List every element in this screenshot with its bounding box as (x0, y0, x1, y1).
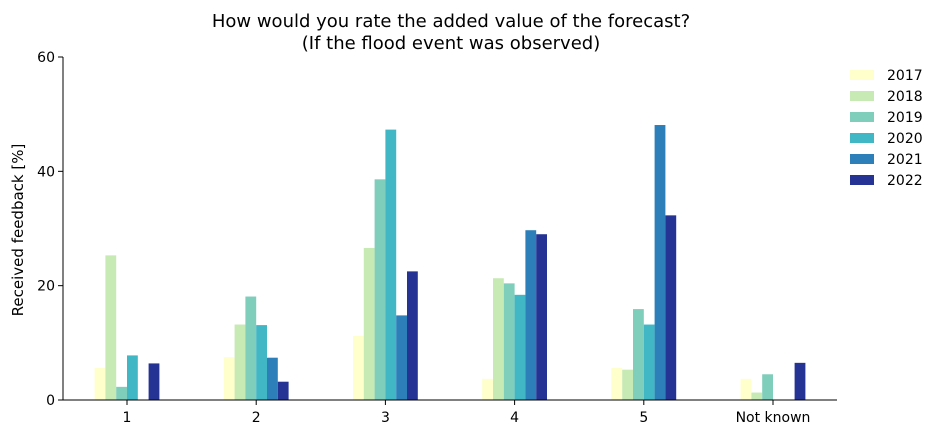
bar-2021-4 (525, 230, 537, 400)
bar-2020-2 (256, 325, 267, 400)
legend-label: 2020 (887, 131, 923, 147)
bar-2020-5 (643, 324, 655, 400)
legend-label: 2019 (887, 110, 923, 126)
bar-2020-4 (514, 294, 526, 400)
legend-label: 2022 (887, 173, 923, 189)
legend-swatch-2017 (850, 70, 874, 80)
bar-2022-4 (536, 234, 547, 400)
bar-2019-1 (116, 386, 127, 400)
bar-2017-1 (94, 367, 106, 400)
bar-2017-2 (223, 357, 235, 400)
bar-2022-5 (665, 215, 677, 400)
bar-2017-5 (611, 367, 623, 400)
bar-2018-not-known (751, 392, 763, 400)
y-tick-label: 60 (37, 50, 55, 66)
bar-2019-3 (374, 179, 386, 400)
legend-label: 2017 (887, 68, 923, 84)
axes-group: 0 20 40 60 1 2 3 4 5 Not known (37, 50, 837, 426)
bar-2018-1 (105, 255, 117, 400)
x-tick-label: 5 (639, 410, 648, 426)
bar-2020-3 (385, 129, 397, 400)
x-tick-label: 4 (510, 410, 519, 426)
y-tick-label: 20 (37, 279, 55, 295)
x-tick-label: 3 (381, 410, 390, 426)
bar-2019-5 (633, 309, 644, 400)
bar-2022-1 (148, 363, 160, 400)
bar-2022-3 (407, 271, 418, 400)
bar-2019-not-known (762, 374, 773, 400)
bar-2021-5 (654, 125, 666, 401)
bar-2019-4 (503, 283, 515, 400)
y-tick-label: 40 (37, 164, 55, 180)
bar-2022-not-known (794, 362, 806, 400)
y-tick-label: 0 (46, 393, 55, 409)
bar-2017-4 (482, 378, 493, 400)
legend-label: 2018 (887, 89, 923, 105)
legend: 2017 2018 2019 2020 2021 2022 (850, 68, 923, 189)
x-tick-label: 1 (123, 410, 132, 426)
bar-2018-5 (622, 369, 633, 400)
bar-2019-2 (245, 296, 257, 400)
x-tick-label: Not known (736, 410, 811, 426)
bar-2017-not-known (740, 378, 752, 400)
legend-swatch-2018 (850, 91, 874, 101)
bars-group (94, 125, 806, 401)
bar-2021-2 (267, 357, 278, 400)
bar-2018-3 (363, 247, 375, 400)
bar-2018-2 (234, 324, 246, 400)
legend-swatch-2022 (850, 175, 874, 185)
y-axis-label: Received feedback [%] (9, 144, 27, 317)
bar-2020-1 (127, 355, 138, 400)
bar-2021-3 (396, 315, 407, 400)
bar-2022-2 (277, 381, 289, 400)
legend-swatch-2019 (850, 112, 874, 122)
legend-swatch-2020 (850, 133, 874, 143)
chart-title-line-2: (If the flood event was observed) (302, 33, 600, 54)
bar-2018-4 (493, 278, 504, 400)
legend-label: 2021 (887, 152, 923, 168)
bar-2017-3 (353, 335, 364, 400)
legend-swatch-2021 (850, 154, 874, 164)
x-tick-label: 2 (252, 410, 261, 426)
chart-title-line-1: How would you rate the added value of th… (212, 11, 690, 32)
